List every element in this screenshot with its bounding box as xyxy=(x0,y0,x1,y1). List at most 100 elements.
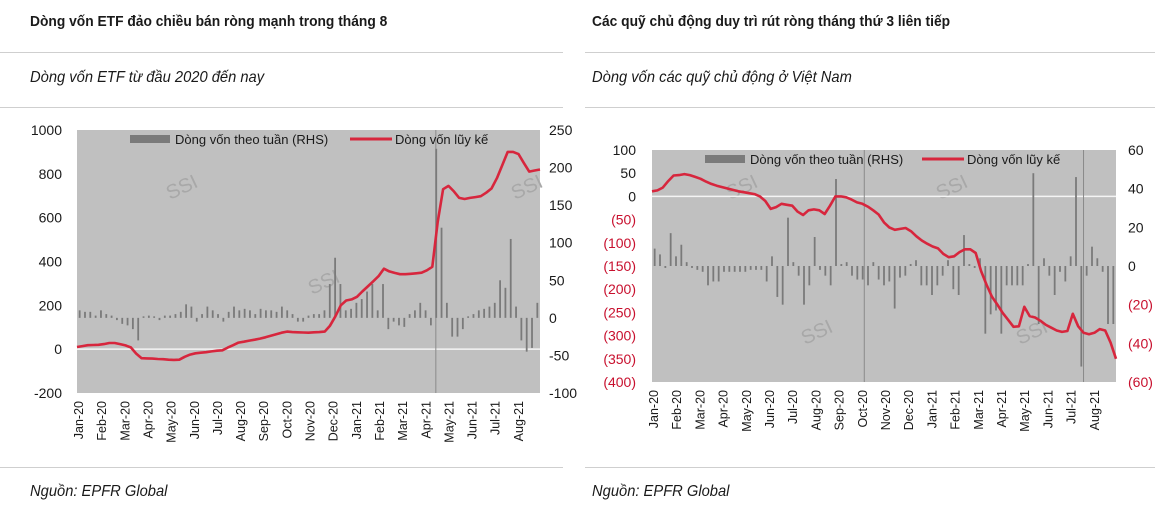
weekly-flow-bar xyxy=(701,266,704,272)
weekly-flow-bar xyxy=(883,266,885,286)
left-axis-tick-label: (300) xyxy=(603,328,636,344)
weekly-flow-bar xyxy=(1091,246,1093,266)
weekly-flow-bar xyxy=(249,310,251,318)
divider xyxy=(0,107,563,108)
weekly-flow-bar xyxy=(169,315,172,318)
weekly-flow-bar xyxy=(904,266,907,276)
weekly-flow-bar xyxy=(424,310,427,318)
weekly-flow-bar xyxy=(78,310,81,318)
weekly-flow-bar xyxy=(995,266,997,311)
weekly-flow-bar xyxy=(877,266,880,280)
weekly-flow-bar xyxy=(350,308,352,318)
weekly-flow-bar xyxy=(803,266,805,305)
weekly-flow-bar xyxy=(744,266,747,272)
weekly-flow-bar xyxy=(147,315,150,318)
left-axis-tick-label: 200 xyxy=(39,297,63,313)
right-axis-tick-label: (20) xyxy=(1128,297,1153,313)
weekly-flow-bar xyxy=(536,302,539,318)
weekly-flow-bar xyxy=(265,310,267,318)
weekly-flow-bar xyxy=(861,266,864,280)
weekly-flow-bar xyxy=(1037,266,1040,324)
weekly-flow-bar xyxy=(286,310,289,318)
weekly-flow-bar xyxy=(105,314,108,318)
weekly-flow-bar xyxy=(270,310,273,318)
x-axis-tick-label: Oct-20 xyxy=(280,401,294,439)
weekly-flow-bar xyxy=(1059,266,1061,272)
right-axis-tick-label: 250 xyxy=(549,122,573,138)
x-axis-tick-label: Aug-21 xyxy=(512,401,526,441)
weekly-flow-bar xyxy=(137,317,140,341)
weekly-flow-bar xyxy=(1053,266,1056,295)
x-axis-tick-label: Aug-21 xyxy=(1088,390,1102,430)
weekly-flow-bar xyxy=(1027,264,1029,266)
weekly-flow-bar xyxy=(116,317,118,321)
weekly-flow-bar xyxy=(1005,266,1008,286)
x-axis-tick-label: Dec-20 xyxy=(327,401,341,441)
left-axis-tick-label: 600 xyxy=(39,210,63,226)
x-axis-tick-label: Jun-21 xyxy=(1041,390,1055,428)
weekly-flow-bar xyxy=(296,317,299,322)
weekly-flow-bar xyxy=(179,311,182,318)
x-axis-tick-label: Apr-21 xyxy=(419,401,433,439)
weekly-flow-bar xyxy=(376,310,379,318)
right-chart-source: Nguồn: EPFR Global xyxy=(592,483,730,500)
weekly-flow-bar xyxy=(888,266,891,282)
divider xyxy=(0,467,563,468)
weekly-flow-bar xyxy=(1021,266,1024,286)
weekly-flow-bar xyxy=(382,284,384,318)
weekly-flow-bar xyxy=(291,314,294,318)
weekly-flow-bar xyxy=(100,310,102,318)
weekly-flow-bar xyxy=(307,315,310,318)
x-axis-tick-label: Jun-20 xyxy=(763,390,777,428)
weekly-flow-bar xyxy=(989,266,992,315)
weekly-flow-bar xyxy=(925,266,928,286)
weekly-flow-bar xyxy=(233,306,235,318)
weekly-flow-bar xyxy=(520,317,523,341)
weekly-flow-bar xyxy=(920,266,923,286)
weekly-flow-bar xyxy=(1048,266,1051,276)
x-axis-tick-label: Mar-20 xyxy=(693,390,707,430)
right-axis-tick-label: 150 xyxy=(549,197,573,213)
x-axis-tick-label: Aug-20 xyxy=(809,390,823,430)
x-axis-tick-label: Mar-20 xyxy=(118,401,132,441)
weekly-flow-bar xyxy=(201,314,203,318)
weekly-flow-bar xyxy=(531,317,533,348)
weekly-flow-bar xyxy=(312,314,315,318)
x-axis-tick-label: May-21 xyxy=(1018,390,1032,432)
weekly-flow-bar xyxy=(440,227,443,318)
x-axis-tick-label: Jan-21 xyxy=(925,390,939,428)
weekly-flow-bar xyxy=(318,314,321,318)
weekly-flow-bar xyxy=(755,266,757,270)
weekly-flow-bar xyxy=(1064,266,1067,282)
weekly-flow-bar xyxy=(749,266,752,270)
left-axis-tick-label: 100 xyxy=(613,142,637,158)
x-axis-tick-label: May-20 xyxy=(165,401,179,443)
weekly-flow-bar xyxy=(174,314,177,318)
weekly-flow-bar xyxy=(808,266,811,286)
weekly-flow-bar xyxy=(675,256,677,266)
weekly-flow-bar xyxy=(398,317,400,326)
x-axis-tick-label: Jul-21 xyxy=(1065,390,1079,424)
weekly-flow-bar xyxy=(856,266,859,280)
weekly-flow-bar xyxy=(131,317,134,330)
weekly-flow-bar xyxy=(915,260,917,266)
left-axis-tick-label: -200 xyxy=(34,385,62,401)
weekly-flow-bar xyxy=(403,317,406,327)
weekly-flow-bar xyxy=(488,306,491,318)
weekly-flow-bar xyxy=(813,237,816,266)
legend-bar-swatch xyxy=(705,155,745,163)
weekly-flow-bar xyxy=(334,257,337,318)
x-axis-tick-label: Apr-20 xyxy=(141,401,155,439)
x-axis-tick-label: Jan-20 xyxy=(647,390,661,428)
weekly-flow-bar xyxy=(1075,177,1077,266)
x-axis-tick-label: Feb-21 xyxy=(373,401,387,441)
weekly-flow-bar xyxy=(723,266,725,272)
weekly-flow-bar xyxy=(1016,266,1019,286)
weekly-flow-bar xyxy=(733,266,736,272)
weekly-flow-bar xyxy=(787,217,789,266)
x-axis-tick-label: Sep-20 xyxy=(833,390,847,430)
weekly-flow-bar xyxy=(94,315,97,318)
x-axis-tick-label: Jun-21 xyxy=(466,401,480,439)
weekly-flow-bar xyxy=(867,266,869,286)
x-axis-tick-label: Jul-20 xyxy=(211,401,225,435)
